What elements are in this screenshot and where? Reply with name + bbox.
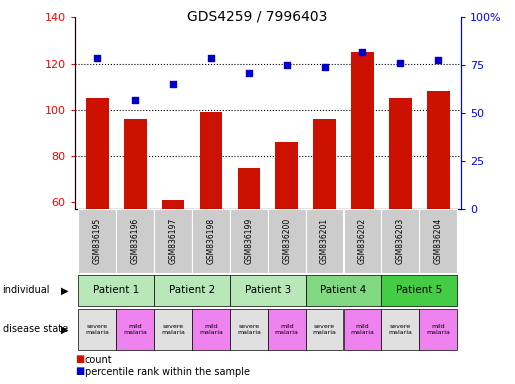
Bar <box>200 112 222 341</box>
Text: GSM836197: GSM836197 <box>168 218 178 264</box>
Text: ■: ■ <box>75 354 84 364</box>
Point <box>320 64 329 70</box>
Bar <box>154 209 192 273</box>
Text: mild
malaria: mild malaria <box>275 324 299 335</box>
Text: severe
malaria: severe malaria <box>388 324 413 335</box>
Text: mild
malaria: mild malaria <box>123 324 147 335</box>
Text: GSM836200: GSM836200 <box>282 218 291 264</box>
Point <box>93 55 101 61</box>
Bar <box>230 209 268 273</box>
Point <box>131 97 140 103</box>
Bar <box>344 309 382 349</box>
Bar <box>86 98 109 341</box>
Text: ■: ■ <box>75 366 84 376</box>
Bar <box>230 275 305 306</box>
Text: GDS4259 / 7996403: GDS4259 / 7996403 <box>187 10 328 23</box>
Bar <box>268 209 305 273</box>
Bar <box>162 200 184 341</box>
Bar <box>154 275 230 306</box>
Text: severe
malaria: severe malaria <box>313 324 336 335</box>
Bar <box>306 275 382 306</box>
Bar <box>192 309 230 349</box>
Text: percentile rank within the sample: percentile rank within the sample <box>85 367 250 377</box>
Text: severe
malaria: severe malaria <box>161 324 185 335</box>
Bar <box>382 275 457 306</box>
Bar <box>124 119 147 341</box>
Bar <box>419 309 457 349</box>
Text: severe
malaria: severe malaria <box>85 324 109 335</box>
Bar <box>230 309 268 349</box>
Bar <box>116 209 154 273</box>
Point <box>169 81 177 88</box>
Bar <box>154 309 192 349</box>
Text: GSM836199: GSM836199 <box>244 218 253 264</box>
Bar <box>389 98 411 341</box>
Text: individual: individual <box>3 285 50 295</box>
Bar <box>419 209 457 273</box>
Text: Patient 4: Patient 4 <box>320 285 367 295</box>
Point <box>207 55 215 61</box>
Text: GSM836196: GSM836196 <box>131 218 140 264</box>
Bar <box>306 309 344 349</box>
Bar <box>351 52 374 341</box>
Text: GSM836195: GSM836195 <box>93 218 102 264</box>
Bar <box>116 309 154 349</box>
Bar <box>382 309 419 349</box>
Point <box>358 49 367 55</box>
Text: GSM836204: GSM836204 <box>434 218 443 264</box>
Bar <box>306 209 344 273</box>
Bar <box>78 309 116 349</box>
Text: Patient 3: Patient 3 <box>245 285 291 295</box>
Point <box>283 62 291 68</box>
Bar <box>344 209 382 273</box>
Text: disease state: disease state <box>3 324 67 334</box>
Text: mild
malaria: mild malaria <box>426 324 450 335</box>
Text: mild
malaria: mild malaria <box>199 324 223 335</box>
Point <box>245 70 253 76</box>
Text: GSM836201: GSM836201 <box>320 218 329 264</box>
Bar <box>237 168 260 341</box>
Bar <box>427 91 450 341</box>
Point <box>396 60 404 66</box>
Text: Patient 5: Patient 5 <box>396 285 442 295</box>
Bar <box>192 209 230 273</box>
Text: severe
malaria: severe malaria <box>237 324 261 335</box>
Text: mild
malaria: mild malaria <box>351 324 374 335</box>
Point <box>434 56 442 63</box>
Bar <box>268 309 305 349</box>
Text: GSM836202: GSM836202 <box>358 218 367 264</box>
Text: GSM836198: GSM836198 <box>207 218 215 264</box>
Bar <box>276 142 298 341</box>
Text: GSM836203: GSM836203 <box>396 218 405 264</box>
Bar <box>78 209 116 273</box>
Bar <box>78 275 154 306</box>
Text: ▶: ▶ <box>61 324 68 334</box>
Bar <box>313 119 336 341</box>
Bar <box>382 209 419 273</box>
Text: ▶: ▶ <box>61 285 68 295</box>
Text: Patient 2: Patient 2 <box>169 285 215 295</box>
Text: Patient 1: Patient 1 <box>93 285 140 295</box>
Text: count: count <box>85 355 113 365</box>
